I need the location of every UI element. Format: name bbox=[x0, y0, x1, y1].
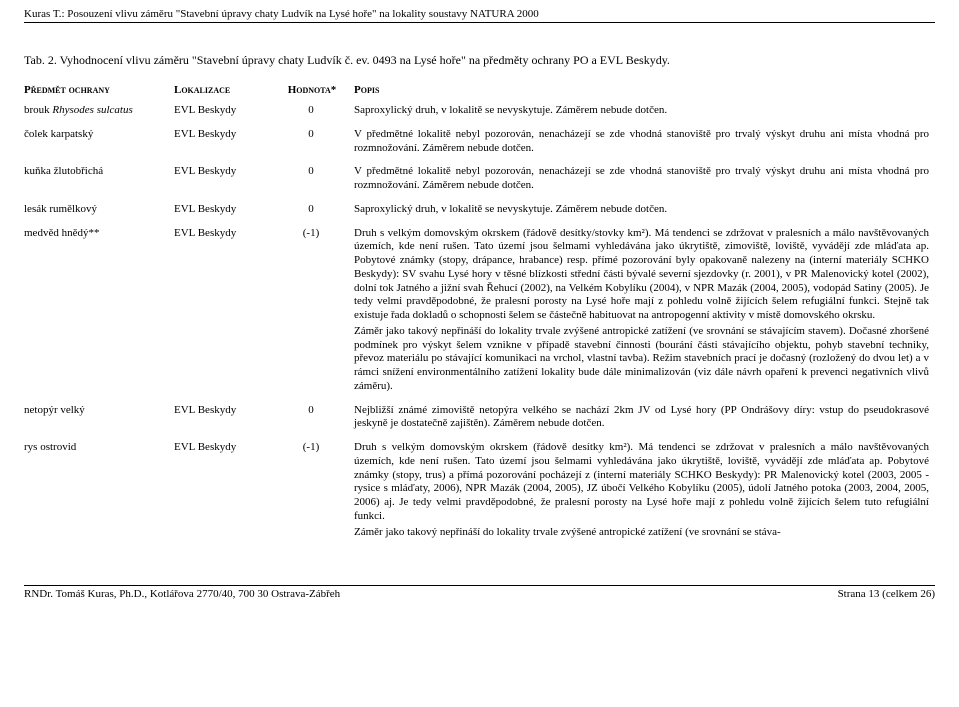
page-footer: RNDr. Tomáš Kuras, Ph.D., Kotlářova 2770… bbox=[24, 586, 935, 600]
footer-right: Strana 13 (celkem 26) bbox=[838, 588, 935, 600]
cell-predmet: čolek karpatský bbox=[24, 124, 174, 162]
cell-hodnota: 0 bbox=[274, 124, 354, 162]
cell-lokalizace: EVL Beskydy bbox=[174, 400, 274, 438]
cell-hodnota: 0 bbox=[274, 100, 354, 124]
cell-popis: Nejbližší známé zimoviště netopýra velké… bbox=[354, 400, 935, 438]
col-lokalizace: Lokalizace bbox=[174, 80, 274, 100]
cell-lokalizace: EVL Beskydy bbox=[174, 199, 274, 223]
cell-hodnota: 0 bbox=[274, 161, 354, 199]
cell-lokalizace: EVL Beskydy bbox=[174, 437, 274, 545]
table-row: medvěd hnědý**EVL Beskydy(-1)Druh s velk… bbox=[24, 223, 935, 400]
cell-predmet: kuňka žlutobřichá bbox=[24, 161, 174, 199]
cell-lokalizace: EVL Beskydy bbox=[174, 161, 274, 199]
cell-hodnota: (-1) bbox=[274, 437, 354, 545]
cell-popis: Druh s velkým domovským okrskem (řádově … bbox=[354, 223, 935, 400]
cell-lokalizace: EVL Beskydy bbox=[174, 223, 274, 400]
cell-lokalizace: EVL Beskydy bbox=[174, 100, 274, 124]
table-row: netopýr velkýEVL Beskydy0Nejbližší známé… bbox=[24, 400, 935, 438]
page-header: Kuras T.: Posouzení vlivu záměru "Staveb… bbox=[24, 8, 935, 23]
cell-hodnota: (-1) bbox=[274, 223, 354, 400]
col-predmet: Předmět ochrany bbox=[24, 80, 174, 100]
table-row: rys ostrovidEVL Beskydy(-1)Druh s velkým… bbox=[24, 437, 935, 545]
table-row: lesák rumělkovýEVL Beskydy0Saproxylický … bbox=[24, 199, 935, 223]
cell-predmet: rys ostrovid bbox=[24, 437, 174, 545]
cell-popis: Druh s velkým domovským okrskem (řádově … bbox=[354, 437, 935, 545]
cell-popis: V předmětné lokalitě nebyl pozorován, ne… bbox=[354, 161, 935, 199]
cell-hodnota: 0 bbox=[274, 400, 354, 438]
cell-popis: Saproxylický druh, v lokalitě se nevysky… bbox=[354, 100, 935, 124]
cell-popis: V předmětné lokalitě nebyl pozorován, ne… bbox=[354, 124, 935, 162]
cell-predmet: brouk Rhysodes sulcatus bbox=[24, 100, 174, 124]
table-header-row: Předmět ochrany Lokalizace Hodnota* Popi… bbox=[24, 80, 935, 100]
col-hodnota: Hodnota* bbox=[274, 80, 354, 100]
cell-hodnota: 0 bbox=[274, 199, 354, 223]
cell-predmet: netopýr velký bbox=[24, 400, 174, 438]
cell-predmet: lesák rumělkový bbox=[24, 199, 174, 223]
table-row: brouk Rhysodes sulcatusEVL Beskydy0Sapro… bbox=[24, 100, 935, 124]
table-row: kuňka žlutobřicháEVL Beskydy0V předmětné… bbox=[24, 161, 935, 199]
table-caption: Tab. 2. Vyhodnocení vlivu záměru "Staveb… bbox=[24, 53, 935, 68]
cell-predmet: medvěd hnědý** bbox=[24, 223, 174, 400]
col-popis: Popis bbox=[354, 80, 935, 100]
impact-table: Předmět ochrany Lokalizace Hodnota* Popi… bbox=[24, 80, 935, 545]
table-row: čolek karpatskýEVL Beskydy0V předmětné l… bbox=[24, 124, 935, 162]
footer-left: RNDr. Tomáš Kuras, Ph.D., Kotlářova 2770… bbox=[24, 588, 340, 600]
cell-popis: Saproxylický druh, v lokalitě se nevysky… bbox=[354, 199, 935, 223]
cell-lokalizace: EVL Beskydy bbox=[174, 124, 274, 162]
